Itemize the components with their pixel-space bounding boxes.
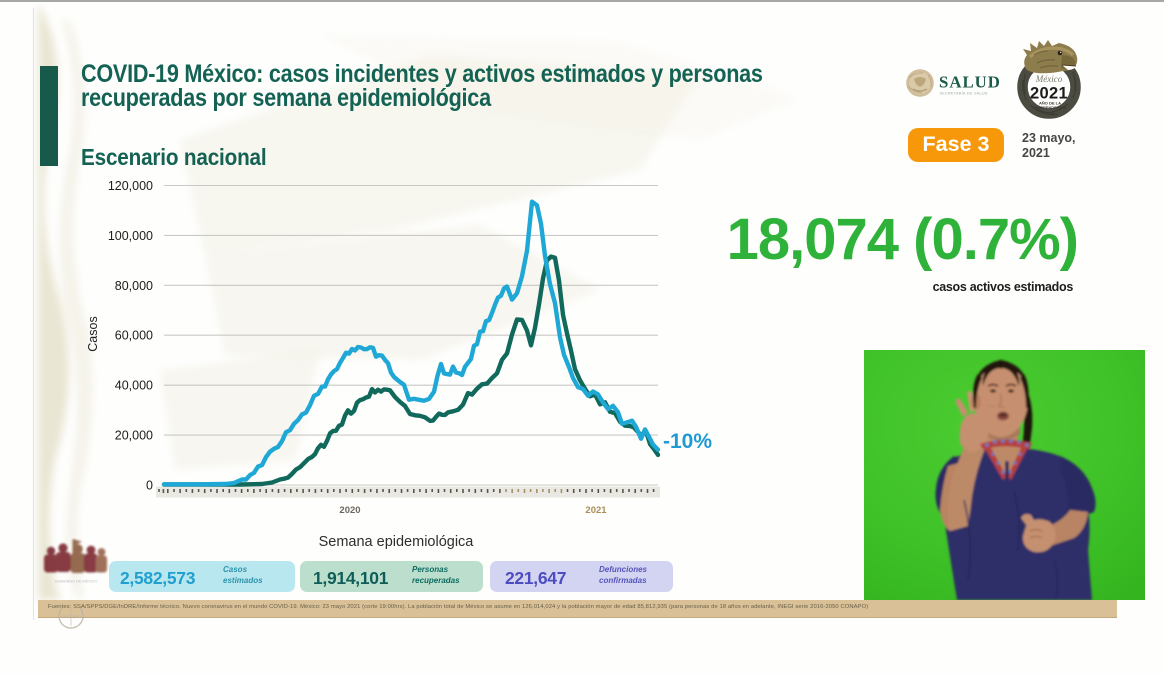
svg-text:0: 0 (146, 479, 153, 493)
svg-text:-10%: -10% (663, 430, 712, 453)
svg-text:40,000: 40,000 (115, 379, 153, 393)
svg-text:60,000: 60,000 (115, 329, 153, 343)
svg-text:SALUD: SALUD (939, 73, 1001, 92)
svg-text:INDEPENDENCIA: INDEPENDENCIA (1033, 105, 1066, 110)
svg-text:Casos: Casos (86, 316, 100, 351)
svg-text:GOBIERNO DE MÉXICO: GOBIERNO DE MÉXICO (55, 579, 98, 584)
svg-text:2021: 2021 (585, 505, 607, 516)
svg-text:2021: 2021 (1030, 85, 1068, 103)
svg-text:120,000: 120,000 (108, 179, 153, 193)
svg-text:20,000: 20,000 (115, 429, 153, 443)
svg-text:AÑO DE LA: AÑO DE LA (1039, 101, 1061, 106)
svg-text:Semana epidemiológica: Semana epidemiológica (319, 534, 475, 550)
svg-text:México: México (1035, 74, 1063, 84)
svg-text:2020: 2020 (339, 505, 360, 516)
svg-text:100,000: 100,000 (108, 229, 153, 243)
svg-text:SECRETARÍA DE SALUD: SECRETARÍA DE SALUD (940, 92, 988, 96)
svg-text:80,000: 80,000 (115, 279, 153, 293)
